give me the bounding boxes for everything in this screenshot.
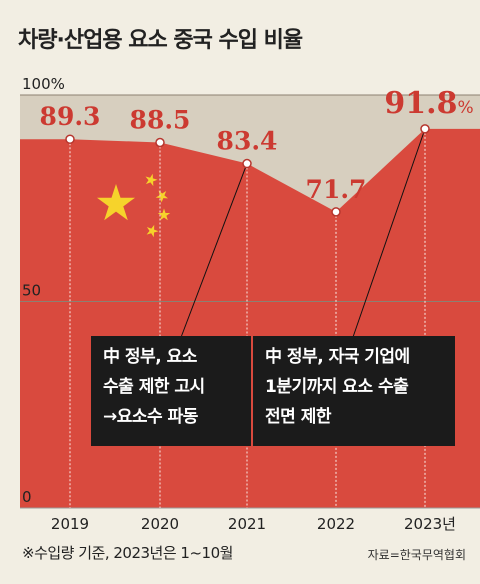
x-tick-label: 2022 xyxy=(317,515,355,533)
x-tick-label: 2019 xyxy=(51,515,89,533)
y-tick-labels: 100% 50 0 xyxy=(22,75,65,506)
small-star-icon xyxy=(155,190,168,203)
leader-line-2021 xyxy=(179,163,248,341)
x-tick-label: 2023년 xyxy=(404,515,456,533)
annotation-line: 中 정부, 요소 xyxy=(103,347,197,367)
annotation-line: 전면 제한 xyxy=(265,407,331,427)
small-star-icon xyxy=(145,173,158,187)
value-label: 91.8% xyxy=(384,86,473,121)
y-tick-label: 50 xyxy=(22,282,41,300)
x-tick-label: 2021 xyxy=(228,515,266,533)
annotation-line: →요소수 파동 xyxy=(103,407,198,427)
points-layer xyxy=(65,124,430,217)
x-tick-label: 2020 xyxy=(141,515,179,533)
small-star-icon xyxy=(157,208,171,221)
y-tick-label: 100% xyxy=(22,75,65,93)
y-tick-label: 0 xyxy=(22,488,32,506)
value-label: 88.5 xyxy=(130,105,191,134)
value-label: 71.7 xyxy=(306,175,367,204)
data-point xyxy=(155,137,165,148)
data-point xyxy=(331,207,341,217)
small-star-icon xyxy=(146,224,159,238)
annotation-line: 中 정부, 자국 기업에 xyxy=(265,347,410,367)
x-tick-labels: 2019 2020 2021 2022 2023년 xyxy=(51,515,456,533)
chart-title: 차량·산업용 요소 중국 수입 비율 xyxy=(18,28,303,53)
leader-line-2023 xyxy=(351,128,426,341)
area-layer xyxy=(20,128,480,508)
grid-layer xyxy=(20,94,480,509)
value-label: 89.3 xyxy=(40,102,101,131)
footnote: ※수입량 기준, 2023년은 1~10월 xyxy=(22,544,233,562)
large-star-icon xyxy=(97,184,135,221)
leader-lines xyxy=(179,128,426,341)
annotation-line: 1분기까지 요소 수출 xyxy=(265,377,409,397)
china-flag-stars xyxy=(97,173,171,238)
data-point xyxy=(242,158,252,169)
value-unit: % xyxy=(457,98,473,118)
data-point xyxy=(420,124,430,134)
source-credit: 자료=한국무역협회 xyxy=(367,548,466,562)
annotation-line: 수출 제한 고시 xyxy=(103,377,205,397)
value-label: 83.4 xyxy=(217,127,278,156)
annotation-box-2021: 中 정부, 요소 수출 제한 고시 →요소수 파동 xyxy=(91,336,251,446)
data-area xyxy=(20,128,480,508)
data-point xyxy=(65,134,75,144)
annotation-box-2023: 中 정부, 자국 기업에 1분기까지 요소 수출 전면 제한 xyxy=(253,336,455,446)
